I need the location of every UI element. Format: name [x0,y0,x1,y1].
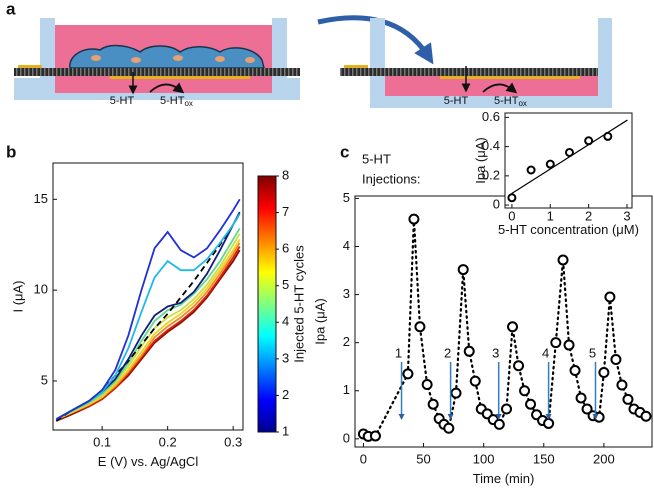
data-point [519,385,531,397]
data-point [610,353,622,365]
data-point [584,136,594,146]
x-tick-label: 0 [360,451,367,466]
panel-label: b [6,142,16,161]
data-point [427,398,439,410]
data-point [563,339,575,351]
cv-curve [55,238,241,420]
y-tick-label: 0.2 [482,167,500,182]
data-point [457,264,469,276]
panel-label: c [340,142,349,161]
colorbar-tick-label: 2 [282,387,289,402]
y-tick-label: 2 [343,334,350,349]
colorbar [257,175,277,433]
y-tick-label: 10 [34,282,48,297]
species-label: 5-HTox [494,95,527,108]
colorbar-tick-label: 1 [282,423,289,438]
x-tick-label: 200 [593,451,615,466]
data-point [525,398,537,410]
annotation: Injections: [362,171,421,186]
data-point [557,254,569,266]
data-point [598,366,610,378]
x-tick-label: 100 [473,451,495,466]
data-point [450,387,462,399]
data-point [443,422,455,434]
data-point [414,321,426,333]
data-point [369,430,381,442]
y-tick-label: 3 [343,286,350,301]
x-tick-label: 1 [547,208,554,223]
y-tick-label: 0.6 [482,109,500,124]
injection-label: 1 [395,345,402,360]
data-point [569,365,581,377]
x-axis-label: E (V) vs. Ag/AgCl [98,454,199,469]
annotation: 5-HT [362,151,391,166]
data-point [507,193,517,203]
x-tick-label: 0 [508,208,515,223]
plot-frame [504,112,633,209]
y-tick-label: 15 [34,191,48,206]
data-point [543,417,555,429]
x-tick-label: 3 [623,208,630,223]
cv-curve [55,227,241,420]
data-point [603,131,613,141]
y-axis-label: Ipa (μA) [473,137,488,184]
injection-label: 2 [444,345,451,360]
colorbar-tick-label: 5 [282,277,289,292]
x-tick-label: 150 [533,451,555,466]
y-tick-label: 4 [343,238,350,253]
injection-label: 4 [542,345,549,360]
data-point [402,368,414,380]
y-tick-label: 5 [343,190,350,205]
data-point [469,375,481,387]
x-tick-label: 0.1 [93,434,111,449]
well-left: 5-HT 5-HTox [14,18,300,108]
data-point [616,379,628,391]
data-point [507,321,519,333]
data-point [501,403,513,415]
colorbar-tick-label: 3 [282,350,289,365]
injection-label: 5 [589,345,596,360]
well-right: 5-HT 5-HTox [340,18,612,108]
y-axis-label: Ipa (μA) [313,298,328,345]
x-tick-label: 2 [585,208,592,223]
data-point [421,378,433,390]
data-point [463,345,475,357]
data-point [493,418,505,430]
species-label: 5-HT [444,95,469,107]
species-label: 5-HTox [160,95,193,108]
cv-curve [55,246,241,422]
data-point [550,337,562,349]
y-axis-label: I (μA) [11,280,26,312]
data-point [622,393,634,405]
species-label: 5-HT [110,95,135,107]
data-point [513,360,525,372]
x-tick-label: 0.3 [224,434,242,449]
data-point [408,213,420,225]
data-point [581,403,593,415]
colorbar-label: Injected 5-HT cycles [291,245,306,363]
colorbar-tick-label: 4 [282,314,289,329]
data-point [575,392,587,404]
data-point [526,165,536,175]
y-tick-label: 1 [343,382,350,397]
colorbar-tick-label: 6 [282,241,289,256]
data-point [604,291,616,303]
data-point [545,159,555,169]
x-axis-label: 5-HT concentration (μM) [498,222,639,237]
y-tick-label: 0 [343,430,350,445]
y-tick-label: 0 [493,197,500,212]
y-tick-label: 0.4 [482,138,500,153]
colorbar-tick-label: 8 [282,167,289,182]
data-point [640,410,652,422]
injection-label: 3 [492,345,499,360]
cv-curve [55,198,241,420]
data-point [564,147,574,157]
x-tick-label: 0.2 [159,434,177,449]
colorbar-tick-label: 7 [282,204,289,219]
y-tick-label: 5 [41,372,48,387]
x-axis-label: Time (min) [473,471,535,486]
panel-label: a [6,0,16,18]
x-tick-label: 50 [416,451,430,466]
